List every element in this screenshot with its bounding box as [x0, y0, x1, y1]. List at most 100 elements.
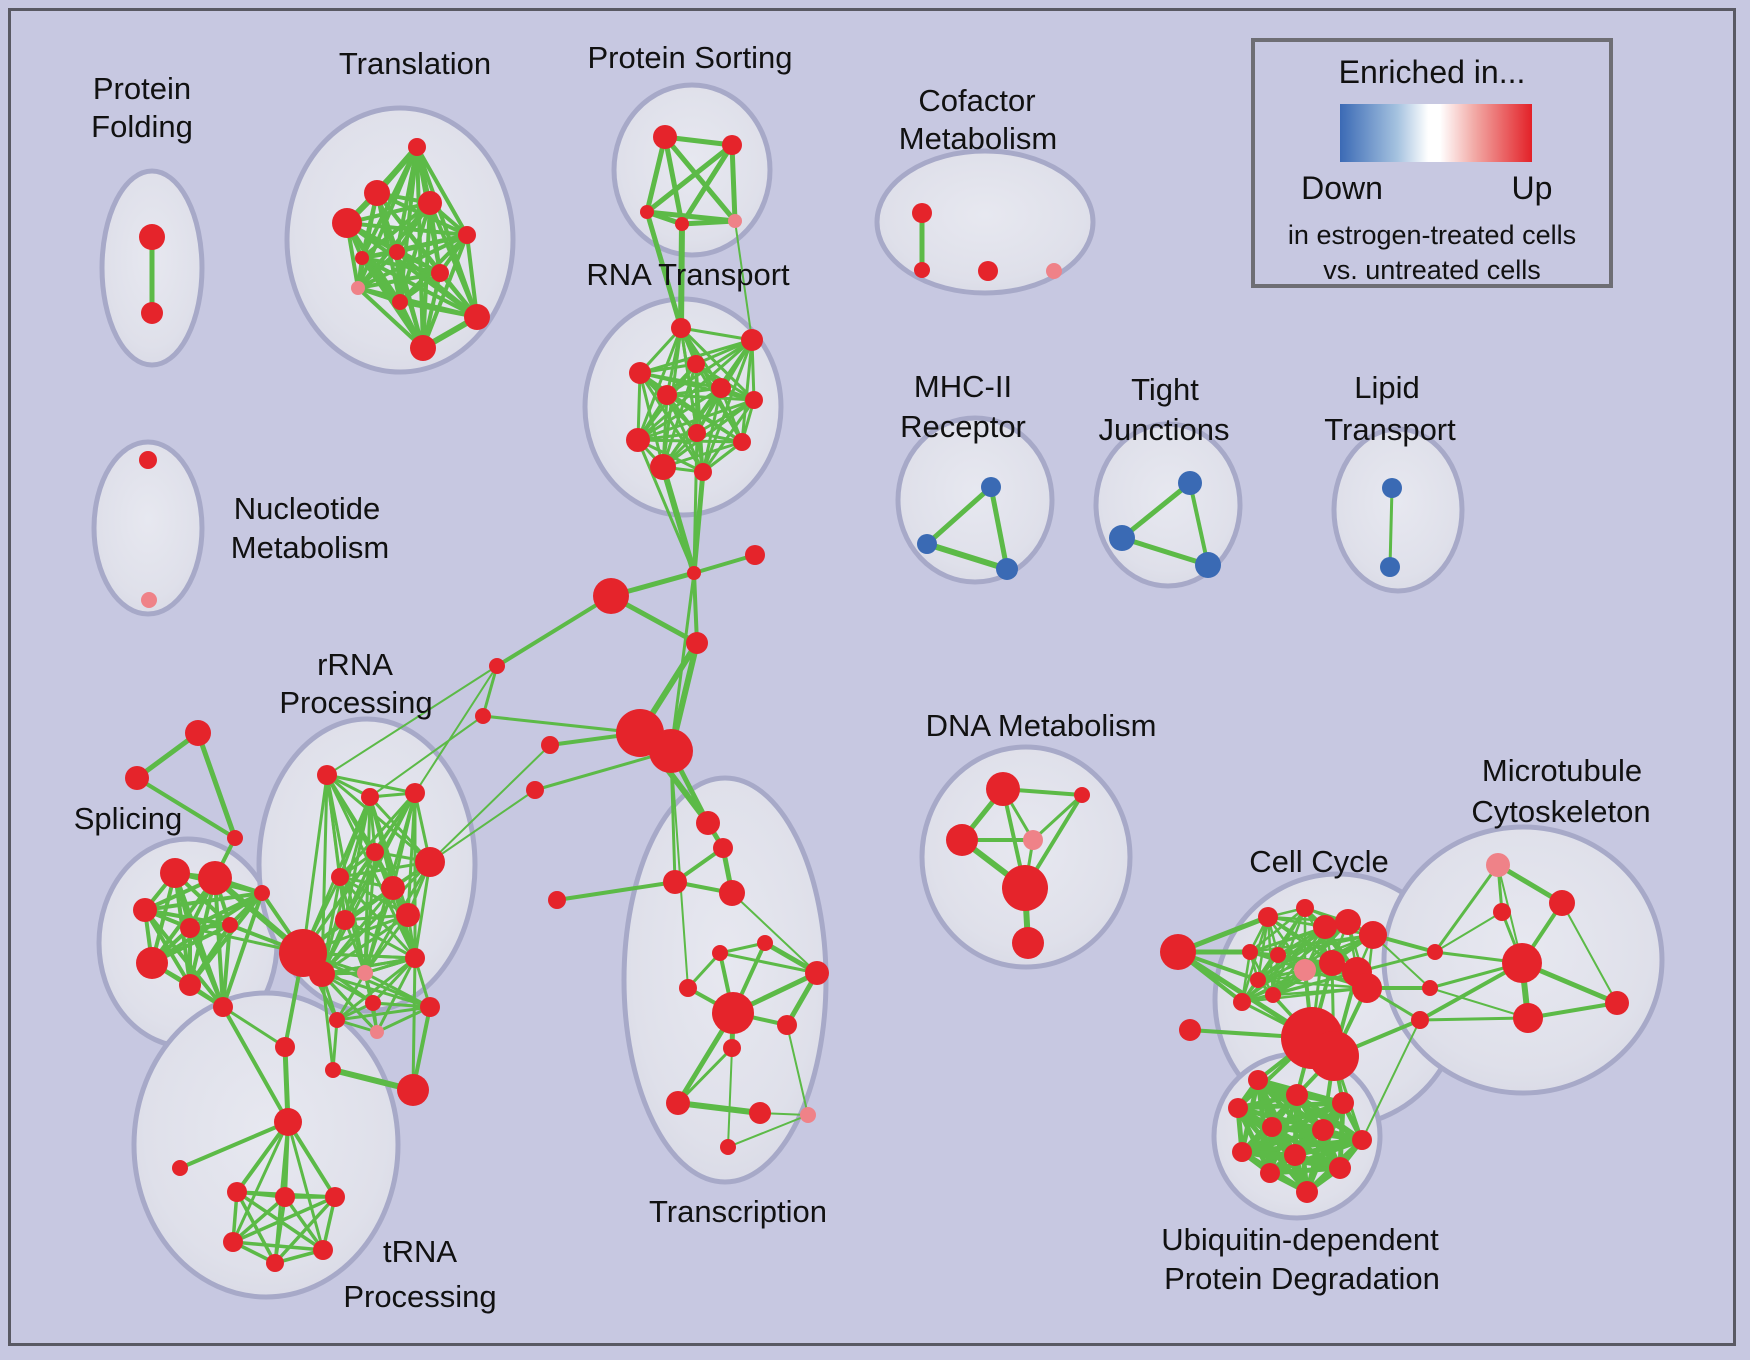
- node-tx11[interactable]: [720, 1139, 736, 1155]
- node-u2[interactable]: [1228, 1098, 1248, 1118]
- node-cc15[interactable]: [1265, 987, 1281, 1003]
- node-tx3[interactable]: [805, 961, 829, 985]
- node-sp2[interactable]: [198, 861, 232, 895]
- node-x1[interactable]: [325, 1062, 341, 1078]
- node-nm1[interactable]: [139, 451, 157, 469]
- node-dd2[interactable]: [1422, 980, 1438, 996]
- node-tj2[interactable]: [1109, 525, 1135, 551]
- node-r12[interactable]: [405, 948, 425, 968]
- node-r5[interactable]: [415, 847, 445, 877]
- node-r6[interactable]: [381, 876, 405, 900]
- node-tl9[interactable]: [392, 294, 408, 310]
- node-m3[interactable]: [996, 558, 1018, 580]
- node-c5[interactable]: [548, 891, 566, 909]
- node-r8[interactable]: [335, 910, 355, 930]
- node-u3[interactable]: [1262, 1117, 1282, 1137]
- node-u0[interactable]: [1248, 1070, 1268, 1090]
- node-tr1[interactable]: [185, 720, 211, 746]
- node-u6[interactable]: [1352, 1130, 1372, 1150]
- node-j4[interactable]: [686, 632, 708, 654]
- node-tx10[interactable]: [800, 1107, 816, 1123]
- node-tj1[interactable]: [1178, 471, 1202, 495]
- node-d6[interactable]: [1012, 927, 1044, 959]
- node-rt1[interactable]: [671, 318, 691, 338]
- node-b2[interactable]: [541, 736, 559, 754]
- node-d1[interactable]: [986, 772, 1020, 806]
- node-r2[interactable]: [405, 783, 425, 803]
- node-j2[interactable]: [745, 545, 765, 565]
- node-cc9[interactable]: [1294, 959, 1316, 981]
- node-rt8[interactable]: [626, 428, 650, 452]
- node-r1[interactable]: [361, 788, 379, 806]
- node-tx5[interactable]: [712, 992, 754, 1034]
- node-sp4[interactable]: [180, 918, 200, 938]
- node-ps1[interactable]: [653, 125, 677, 149]
- node-mt3[interactable]: [1493, 903, 1511, 921]
- node-tl4[interactable]: [418, 191, 442, 215]
- node-cc7[interactable]: [1242, 944, 1258, 960]
- node-gg2[interactable]: [1309, 1031, 1359, 1081]
- node-mt5[interactable]: [1513, 1003, 1543, 1033]
- node-cc8[interactable]: [1270, 947, 1286, 963]
- node-sp1[interactable]: [160, 858, 190, 888]
- node-cc3[interactable]: [1296, 899, 1314, 917]
- node-cc6[interactable]: [1359, 921, 1387, 949]
- node-c1[interactable]: [696, 811, 720, 835]
- node-x2[interactable]: [397, 1074, 429, 1106]
- node-tx1[interactable]: [712, 945, 728, 961]
- node-u7[interactable]: [1232, 1142, 1252, 1162]
- node-pf1[interactable]: [139, 224, 165, 250]
- node-m2[interactable]: [917, 534, 937, 554]
- node-j1[interactable]: [687, 566, 701, 580]
- node-cc0[interactable]: [1160, 934, 1196, 970]
- node-tl12[interactable]: [355, 251, 369, 265]
- node-u8[interactable]: [1284, 1144, 1306, 1166]
- node-cc5[interactable]: [1335, 909, 1361, 935]
- node-rt4[interactable]: [687, 355, 705, 373]
- node-tx6[interactable]: [777, 1015, 797, 1035]
- node-m1[interactable]: [981, 477, 1001, 497]
- node-r14[interactable]: [420, 997, 440, 1017]
- node-tl7[interactable]: [431, 264, 449, 282]
- node-tx7[interactable]: [723, 1039, 741, 1057]
- node-h2[interactable]: [649, 729, 693, 773]
- node-sp6[interactable]: [254, 885, 270, 901]
- node-r16[interactable]: [370, 1025, 384, 1039]
- node-tl10[interactable]: [464, 304, 490, 330]
- node-u1[interactable]: [1286, 1084, 1308, 1106]
- node-u4[interactable]: [1332, 1092, 1354, 1114]
- node-b1[interactable]: [526, 781, 544, 799]
- node-nm2[interactable]: [141, 592, 157, 608]
- node-r0[interactable]: [317, 765, 337, 785]
- node-j3[interactable]: [593, 578, 629, 614]
- node-ps2[interactable]: [722, 135, 742, 155]
- node-g1[interactable]: [489, 658, 505, 674]
- node-sp3[interactable]: [133, 898, 157, 922]
- node-c4[interactable]: [719, 880, 745, 906]
- node-cf3[interactable]: [978, 261, 998, 281]
- node-mt4[interactable]: [1502, 943, 1542, 983]
- node-r15[interactable]: [329, 1012, 345, 1028]
- node-sp8[interactable]: [179, 974, 201, 996]
- node-pf2[interactable]: [141, 302, 163, 324]
- node-t3[interactable]: [275, 1187, 295, 1207]
- node-d2[interactable]: [1074, 787, 1090, 803]
- node-tl11[interactable]: [410, 335, 436, 361]
- node-g2[interactable]: [475, 708, 491, 724]
- node-rt7[interactable]: [745, 391, 763, 409]
- node-tl1[interactable]: [408, 138, 426, 156]
- node-r7[interactable]: [396, 903, 420, 927]
- node-ps3[interactable]: [640, 205, 654, 219]
- node-d3[interactable]: [946, 824, 978, 856]
- node-sp7[interactable]: [136, 947, 168, 979]
- node-t4[interactable]: [325, 1187, 345, 1207]
- node-rt2[interactable]: [741, 329, 763, 351]
- node-rt5[interactable]: [657, 385, 677, 405]
- node-tx4[interactable]: [679, 979, 697, 997]
- node-r13[interactable]: [365, 995, 381, 1011]
- node-tr2[interactable]: [125, 766, 149, 790]
- node-tl5[interactable]: [458, 226, 476, 244]
- node-mt1[interactable]: [1486, 853, 1510, 877]
- node-sp5[interactable]: [222, 917, 238, 933]
- node-r4[interactable]: [331, 868, 349, 886]
